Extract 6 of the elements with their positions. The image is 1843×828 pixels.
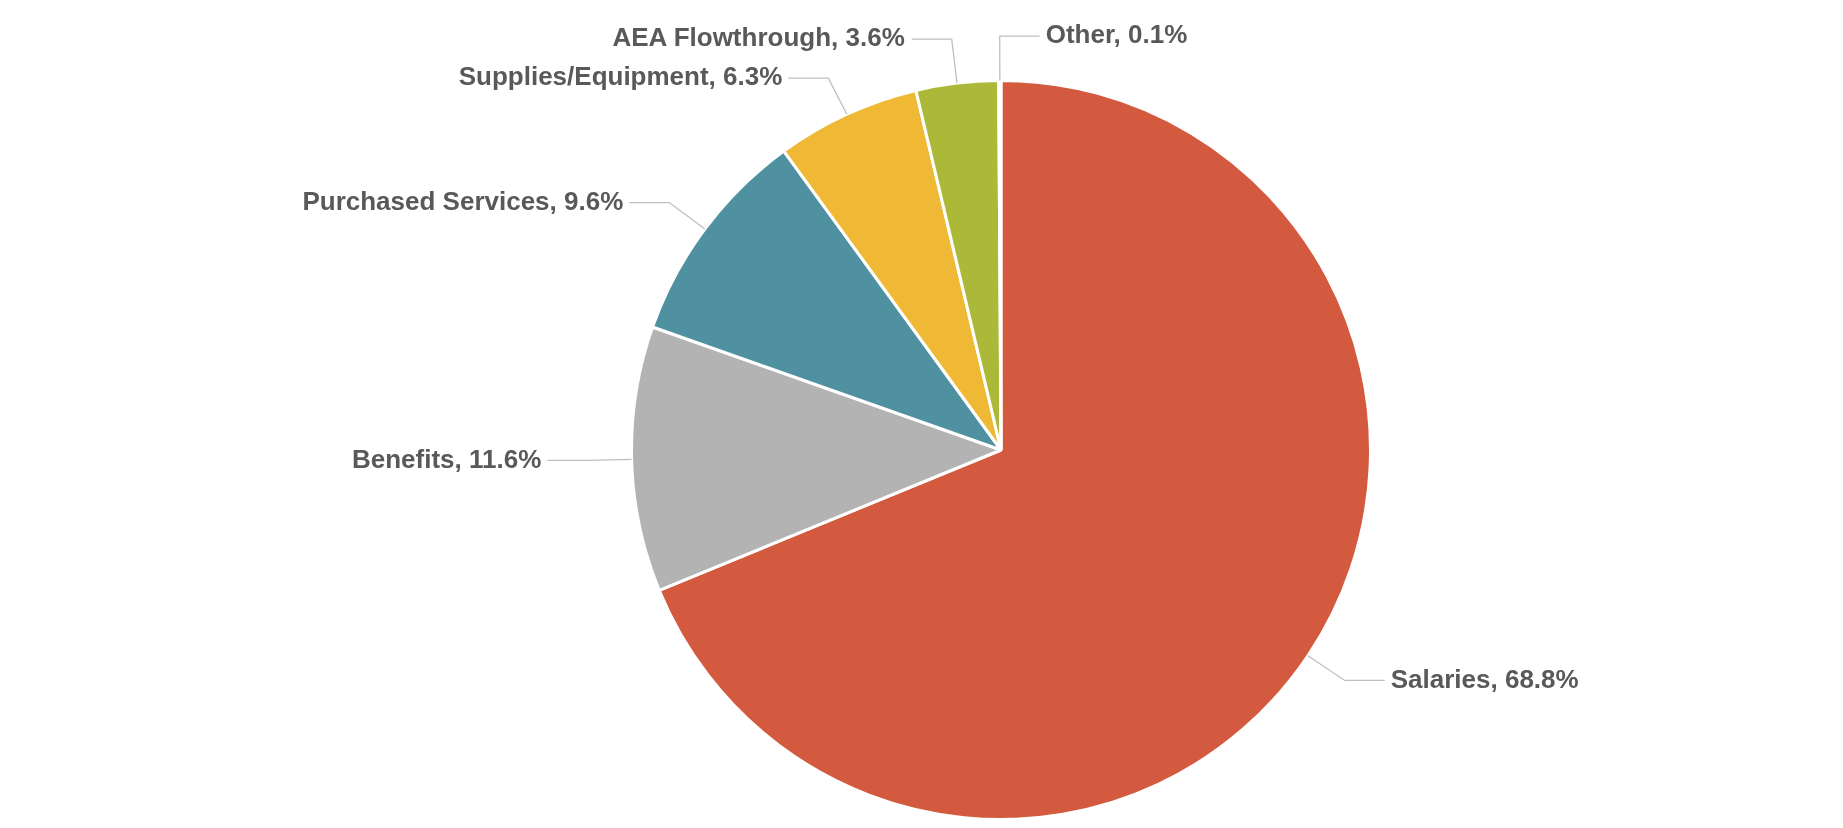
slice-label: Benefits, 11.6% [351, 443, 542, 474]
slice-label: Supplies/Equipment, 6.3% [458, 61, 783, 92]
slice-label: Other, 0.1% [1045, 19, 1188, 50]
slice-label: AEA Flowthrough, 3.6% [612, 22, 905, 53]
slice-label: Salaries, 68.8% [1390, 663, 1579, 694]
slice-label: Purchased Services, 9.6% [302, 185, 624, 216]
